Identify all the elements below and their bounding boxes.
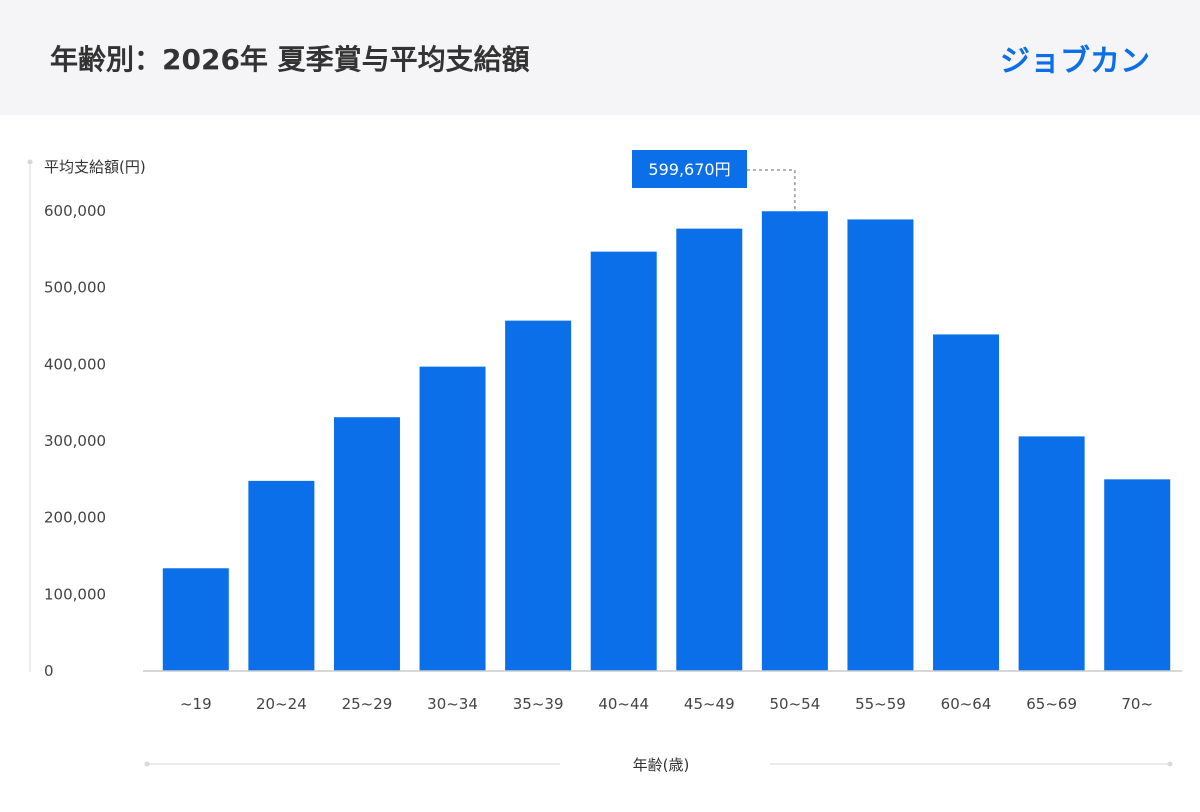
annotation-box: [632, 150, 747, 188]
annotation-label: 599,670円: [648, 160, 730, 179]
x-tick-label: 35~39: [513, 695, 564, 713]
y-tick-label: 200,000: [44, 509, 106, 527]
y-axis-cap-dot: [27, 159, 33, 165]
y-tick-label: 0: [44, 662, 54, 680]
bar-35~39: [505, 320, 572, 671]
annotation-leader-line: [747, 169, 796, 210]
y-axis-title: 平均支給額(円): [44, 158, 146, 176]
bar-50~54: [761, 211, 828, 672]
x-tick-label: ~19: [180, 695, 212, 713]
bar-60~64: [933, 334, 1000, 671]
bar-20~24: [248, 480, 315, 671]
x-tick-label: 65~69: [1026, 695, 1077, 713]
bar-40~44: [590, 251, 657, 671]
bar-55~59: [847, 219, 914, 671]
x-axis-cap-dot-left: [144, 761, 150, 767]
x-axis-title: 年齢(歳): [633, 756, 690, 774]
x-tick-label: 70~: [1121, 695, 1153, 713]
x-tick-label: 60~64: [941, 695, 992, 713]
bar-25~29: [333, 417, 400, 671]
jobcan-logo: ジョブカン: [1000, 44, 1150, 79]
x-axis-cap-dot-right: [1167, 761, 1173, 767]
x-tick-label: 45~49: [684, 695, 735, 713]
y-tick-label: 500,000: [44, 279, 106, 297]
x-tick-label: 20~24: [256, 695, 307, 713]
y-tick-label: 400,000: [44, 355, 106, 373]
x-tick-label: 50~54: [770, 695, 821, 713]
x-tick-label: 40~44: [598, 695, 649, 713]
y-tick-label: 100,000: [44, 585, 106, 603]
bar-65~69: [1018, 436, 1085, 671]
y-tick-label: 300,000: [44, 432, 106, 450]
x-tick-label: 30~34: [427, 695, 478, 713]
bar-~19: [162, 568, 229, 671]
bar-45~49: [676, 228, 743, 671]
bar-70~: [1104, 479, 1171, 671]
chart-title: 年齢別：2026年 夏季賞与平均支給額: [50, 43, 530, 76]
bar-30~34: [419, 366, 486, 671]
y-tick-label: 600,000: [44, 202, 106, 220]
header-bar: 年齢別：2026年 夏季賞与平均支給額 ジョブカン: [0, 0, 1200, 115]
x-tick-label: 25~29: [342, 695, 393, 713]
x-tick-label: 55~59: [855, 695, 906, 713]
